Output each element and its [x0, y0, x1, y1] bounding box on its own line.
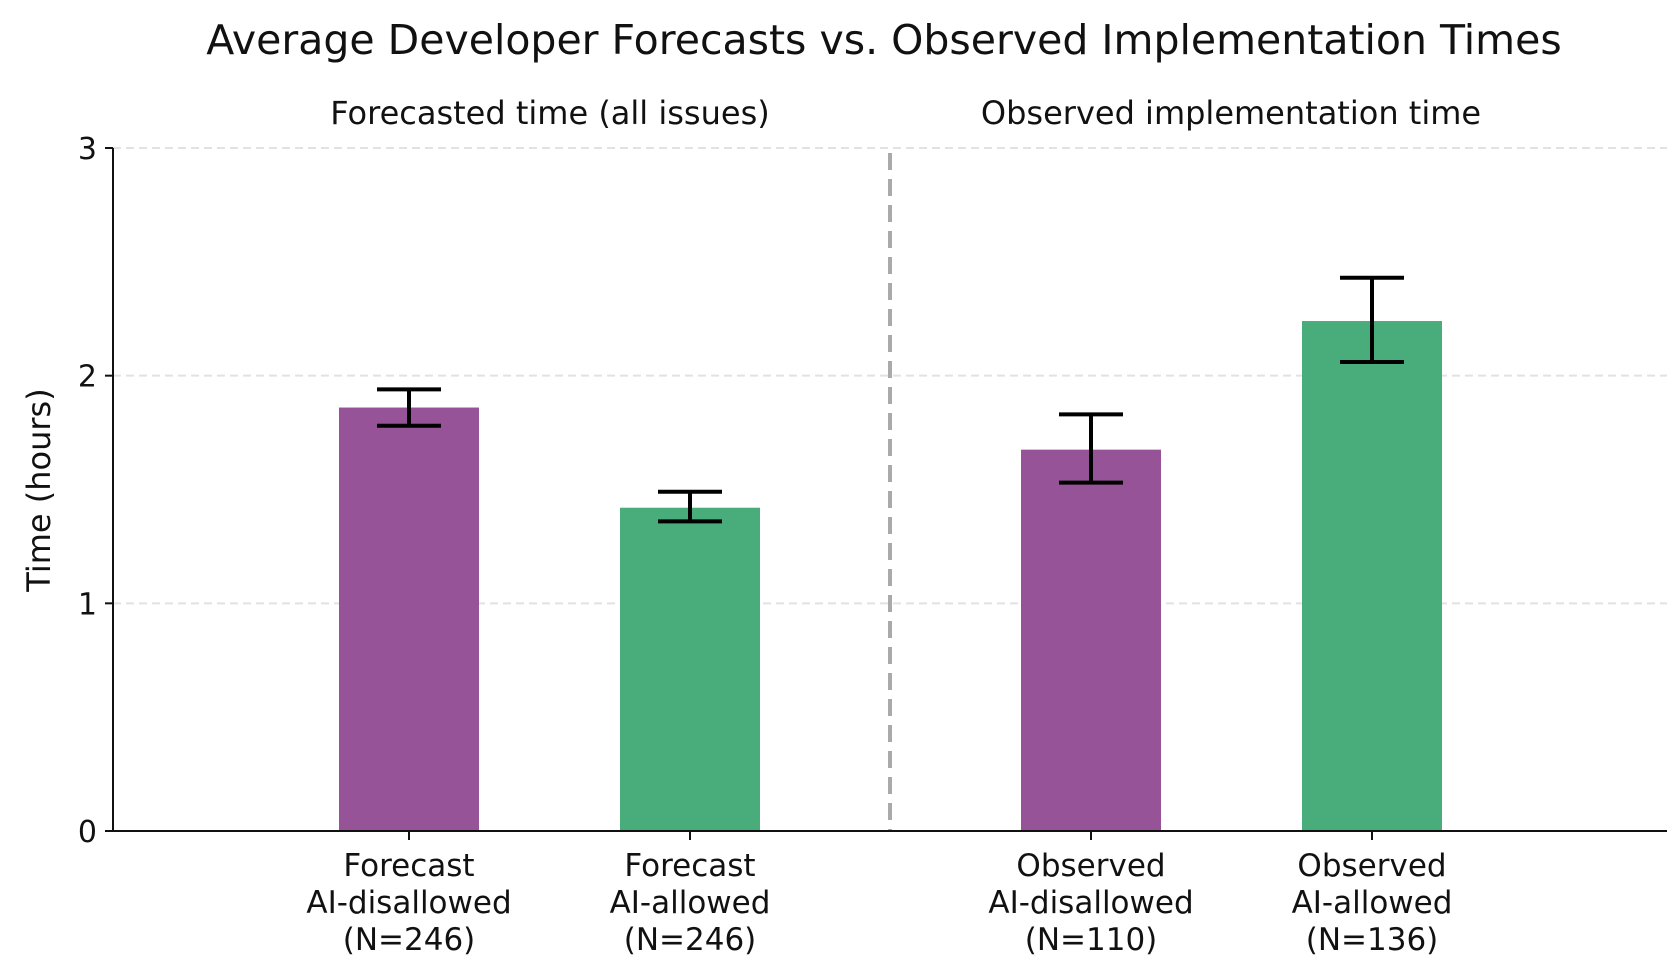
bar	[1021, 449, 1161, 831]
x-tick-label: Observed	[1297, 848, 1446, 884]
y-tick-label: 2	[78, 360, 97, 395]
section-label-observed: Observed implementation time	[981, 94, 1481, 132]
x-tick-label: AI-allowed	[610, 885, 771, 921]
chart-title: Average Developer Forecasts vs. Observed…	[206, 16, 1561, 64]
x-tick-label: (N=136)	[1306, 922, 1439, 958]
bar	[620, 507, 760, 831]
section-label-forecast: Forecasted time (all issues)	[330, 94, 769, 132]
x-tick-label: AI-disallowed	[988, 885, 1193, 921]
x-tick-label: Forecast	[343, 848, 474, 884]
y-axis-label: Time (hours)	[20, 388, 58, 592]
x-tick-label: (N=110)	[1025, 922, 1158, 958]
x-tick-label: (N=246)	[343, 922, 476, 958]
x-tick-label: AI-allowed	[1292, 885, 1453, 921]
x-tick-label: (N=246)	[624, 922, 757, 958]
bar	[1302, 321, 1442, 831]
x-tick-label: Observed	[1016, 848, 1165, 884]
x-tick-label: AI-disallowed	[306, 885, 511, 921]
y-tick-label: 3	[78, 132, 97, 167]
y-tick-label: 0	[78, 815, 97, 850]
bar	[339, 407, 479, 831]
y-tick-label: 1	[78, 587, 97, 622]
x-tick-label: Forecast	[624, 848, 755, 884]
